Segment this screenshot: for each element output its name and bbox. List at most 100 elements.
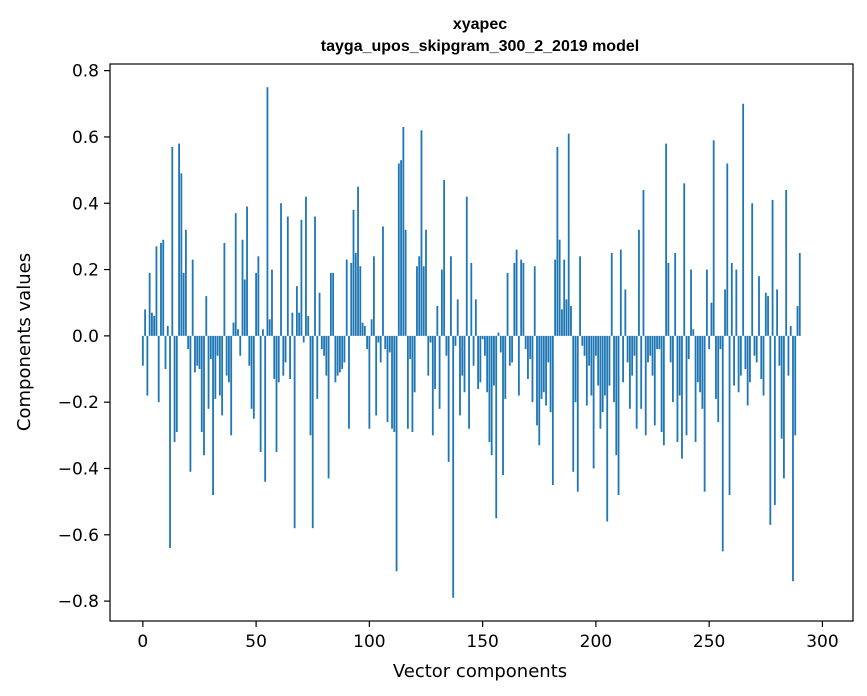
bar: [146, 335, 149, 396]
bar: [561, 309, 563, 336]
bar: [248, 335, 251, 366]
bar: [531, 335, 534, 403]
bar: [232, 322, 235, 336]
y-tick-label: −0.4: [58, 459, 99, 479]
bar: [271, 269, 273, 336]
bar: [194, 335, 196, 373]
bar: [513, 262, 516, 336]
bar: [461, 335, 464, 376]
bar: [792, 335, 794, 582]
bar: [601, 335, 604, 413]
bar: [635, 335, 638, 429]
bar: [640, 335, 643, 409]
bar: [486, 335, 489, 393]
bar: [187, 335, 190, 350]
bar: [488, 335, 491, 442]
bar: [416, 266, 418, 336]
bar: [549, 335, 552, 413]
bar: [212, 335, 214, 496]
bar: [705, 269, 708, 336]
bar: [547, 335, 550, 363]
bar: [422, 266, 425, 336]
bar: [483, 335, 486, 356]
bar: [169, 335, 171, 549]
bar: [511, 335, 513, 363]
bar: [148, 272, 151, 336]
bar: [749, 335, 751, 383]
bar: [615, 335, 618, 456]
bar: [207, 335, 210, 409]
bar: [162, 239, 165, 336]
bar: [273, 335, 276, 379]
bar: [386, 335, 389, 423]
y-tick-label: 0.2: [72, 261, 99, 281]
bar: [352, 209, 355, 336]
bar: [690, 269, 692, 336]
bar: [760, 335, 763, 379]
bar: [298, 312, 301, 336]
bar: [370, 319, 373, 336]
bar: [556, 146, 559, 336]
x-tick-label: 50: [245, 632, 267, 652]
bar: [622, 335, 624, 383]
bar: [567, 133, 570, 336]
bar: [302, 335, 305, 343]
bar: [508, 335, 511, 366]
plot-frame: [109, 63, 854, 622]
bar: [730, 262, 733, 336]
x-tick-label: 200: [580, 632, 612, 652]
bar: [737, 335, 740, 393]
bar: [325, 335, 328, 376]
bar: [708, 335, 711, 350]
bar: [268, 319, 271, 336]
bar: [785, 189, 788, 336]
bar: [157, 335, 160, 403]
bar: [243, 279, 246, 336]
bar: [739, 335, 742, 376]
bar: [717, 335, 720, 423]
bar: [311, 335, 314, 529]
chart-title: xyapec: [453, 16, 507, 33]
bar: [599, 335, 602, 429]
bar: [522, 262, 525, 336]
bar: [576, 335, 579, 492]
bar: [762, 335, 765, 396]
x-tick-label: 100: [353, 632, 385, 652]
bar: [359, 266, 362, 336]
bar: [286, 216, 289, 336]
bar: [363, 325, 366, 336]
bar: [323, 335, 325, 356]
bar: [712, 140, 715, 336]
bar: [404, 229, 407, 336]
bar: [196, 335, 199, 366]
bar: [588, 335, 591, 366]
bar: [581, 335, 584, 346]
bar: [246, 206, 248, 336]
bar: [592, 335, 595, 469]
bar: [431, 335, 434, 436]
bar: [189, 335, 192, 472]
bar: [225, 335, 228, 376]
bar: [184, 229, 187, 336]
bar: [275, 335, 278, 452]
bar: [624, 289, 627, 336]
bar: [515, 249, 518, 336]
bar: [796, 306, 799, 336]
bar: [479, 335, 482, 383]
bar: [198, 335, 201, 370]
bar: [606, 335, 609, 522]
bar: [293, 335, 296, 529]
bar: [604, 335, 606, 396]
bar: [305, 196, 307, 336]
bar: [160, 243, 162, 336]
bar: [787, 335, 790, 376]
bar: [209, 335, 212, 360]
bar: [218, 335, 221, 396]
bar: [250, 335, 253, 409]
bar: [413, 335, 416, 393]
bar: [436, 306, 439, 336]
bar: [241, 239, 244, 336]
bar: [314, 216, 316, 336]
bar: [497, 332, 500, 336]
bar: [345, 259, 348, 336]
